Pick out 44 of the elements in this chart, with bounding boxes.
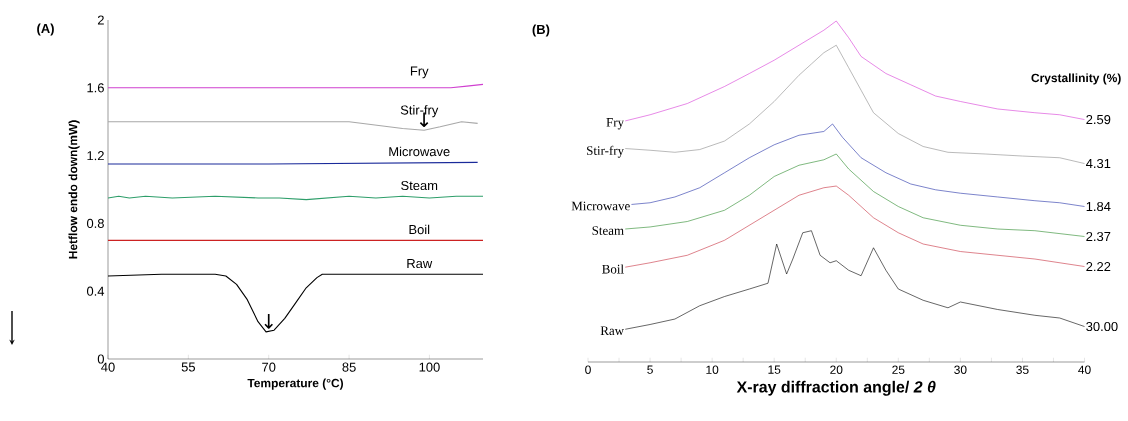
- x-tick-label: 35: [1016, 365, 1029, 374]
- y-tick-label: 0: [97, 354, 104, 364]
- series-label: Raw: [600, 326, 624, 336]
- chart-title: (A): [37, 23, 54, 36]
- x-tick-label: 25: [892, 365, 905, 374]
- x-tick-label: 40: [1078, 365, 1091, 374]
- series-label: Raw: [407, 259, 433, 269]
- x-tick-label: 15: [768, 365, 781, 374]
- x-tick-label: 55: [181, 362, 196, 372]
- x-tick-label: 20: [830, 365, 843, 374]
- series-label: Steam: [592, 226, 624, 235]
- chart-title: (B): [532, 24, 550, 37]
- x-tick-label: 30: [954, 365, 967, 374]
- series-label: Boil: [409, 224, 430, 235]
- annotation: 2.59: [1086, 114, 1111, 125]
- x-tick-label: 10: [706, 365, 719, 374]
- series-label: Fry: [410, 66, 429, 79]
- x-tick-label: 5: [647, 365, 653, 374]
- y-tick-label: 0.8: [86, 218, 104, 228]
- x-axis-title: Temperature (°C): [247, 378, 344, 390]
- y-tick-label: 1.2: [87, 151, 104, 161]
- x-axis-title: X-ray diffraction angle/ 2 θ: [736, 380, 936, 396]
- x-tick-label: 40: [101, 362, 115, 372]
- y-axis-title: Hetflow endo down(mW): [68, 120, 80, 259]
- x-tick-label: 100: [419, 362, 440, 372]
- series-label: Microwave: [389, 146, 450, 157]
- annotation: 1.84: [1086, 201, 1111, 212]
- annotation: 4.31: [1086, 158, 1111, 169]
- series-label: Microwave: [571, 201, 630, 211]
- x-tick-label: 85: [342, 362, 356, 372]
- series-label: Steam: [401, 180, 438, 191]
- y-tick-label: 1.6: [87, 83, 104, 93]
- series-label: Boil: [602, 264, 624, 274]
- annotation: Crystallinity (%): [1031, 73, 1121, 85]
- y-tick-label: 2: [97, 15, 104, 25]
- annotation: 2.37: [1086, 231, 1111, 242]
- annotation: 2.22: [1086, 261, 1111, 272]
- series-label: Stir-fry: [587, 145, 624, 158]
- x-tick-label: 70: [262, 362, 276, 372]
- x-tick-label: 0: [585, 365, 591, 374]
- series-label: Fry: [606, 118, 624, 130]
- annotation: ↓: [264, 314, 273, 329]
- annotation: 30.00: [1086, 321, 1118, 332]
- y-tick-label: 0.4: [86, 286, 105, 296]
